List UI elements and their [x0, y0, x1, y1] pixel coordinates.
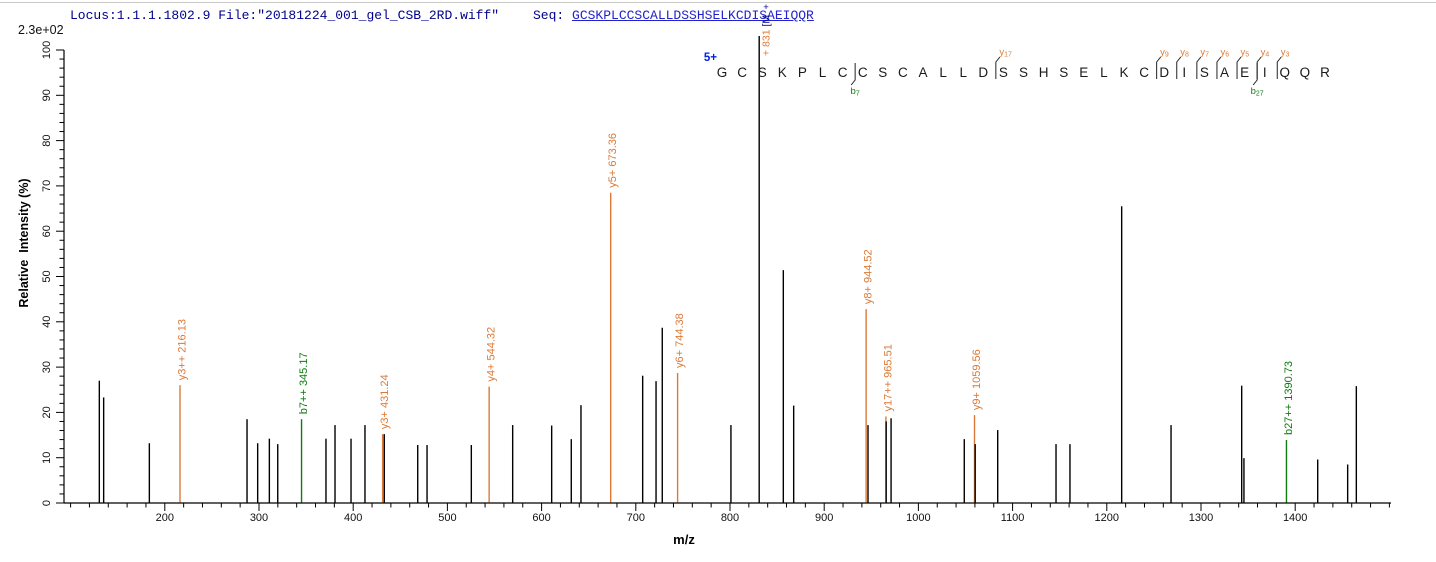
- y-tick-label: 90: [41, 89, 53, 101]
- y-tick-label: 0: [41, 500, 53, 506]
- peak-label: y6+ 744.38: [674, 313, 686, 368]
- residue: G: [717, 65, 728, 80]
- y-ion-marker: [1256, 56, 1262, 79]
- x-tick-label: 800: [721, 512, 739, 524]
- y-tick-label: 100: [41, 41, 53, 59]
- sequence-link[interactable]: GCSKPLCCSCALLDSSHSELKCDISAEIQQR: [572, 8, 814, 23]
- y-tick-label: 30: [41, 361, 53, 373]
- x-tick-label: 1200: [1095, 512, 1119, 524]
- fragment-label: y4: [1261, 47, 1270, 59]
- peak-label: y5+ 673.36: [607, 133, 619, 188]
- residue: S: [999, 65, 1008, 80]
- locus-file-label: Locus:1.1.1.1802.9 File:"20181224_001_ge…: [70, 8, 500, 23]
- peak-label: y17++ 965.51: [882, 344, 894, 411]
- residue: D: [978, 65, 988, 80]
- x-tick-label: 700: [627, 512, 645, 524]
- residue: L: [939, 65, 947, 80]
- precursor-label-top-plus: +: [763, 2, 769, 13]
- residue: K: [1119, 65, 1128, 80]
- peak-label: y3+ 431.24: [379, 374, 391, 429]
- peak-label: b7++ 345.17: [298, 352, 310, 414]
- residue: P: [798, 65, 807, 80]
- residue: L: [819, 65, 827, 80]
- residue: R: [1320, 65, 1330, 80]
- b-ion-marker: [850, 63, 856, 86]
- residue: S: [758, 65, 767, 80]
- residue: A: [918, 65, 927, 80]
- residue: C: [838, 65, 848, 80]
- y-tick-label: 70: [41, 180, 53, 192]
- x-tick-label: 500: [438, 512, 456, 524]
- y-tick-label: 80: [41, 134, 53, 146]
- peak-label: y3++ 216.13: [176, 319, 188, 380]
- b-ion-marker: [1252, 63, 1258, 86]
- fragment-label: y9: [1160, 47, 1169, 59]
- fragment-label: b7: [851, 86, 860, 98]
- residue: C: [1139, 65, 1149, 80]
- y-ion-marker: [1236, 56, 1242, 79]
- x-tick-label: 1400: [1283, 512, 1307, 524]
- residue: S: [1059, 65, 1068, 80]
- residue: Q: [1280, 65, 1291, 80]
- x-tick-label: 300: [250, 512, 268, 524]
- residue: S: [1200, 65, 1209, 80]
- residue: S: [878, 65, 887, 80]
- fragment-label: y7: [1200, 47, 1209, 59]
- y-ion-marker: [1156, 56, 1162, 79]
- precursor-peak-label: + 831 [M: [761, 15, 773, 56]
- y-tick-label: 20: [41, 406, 53, 418]
- residue: H: [1039, 65, 1049, 80]
- residue: L: [959, 65, 967, 80]
- fragment-label: y17: [999, 47, 1012, 59]
- residue: C: [737, 65, 747, 80]
- x-tick-label: 400: [344, 512, 362, 524]
- peak-label: y8+ 944.52: [863, 249, 875, 304]
- residue: K: [778, 65, 787, 80]
- y-ion-marker: [1196, 56, 1202, 79]
- residue: E: [1079, 65, 1088, 80]
- x-axis-title: m/z: [673, 532, 695, 547]
- residue: S: [1019, 65, 1028, 80]
- y-tick-label: 40: [41, 316, 53, 328]
- seq-label: Seq:: [533, 8, 573, 23]
- sequence-header: Seq: GCSKPLCCSCALLDSSHSELKCDISAEIQQR: [533, 8, 814, 23]
- residue: I: [1263, 65, 1267, 80]
- y-ion-marker: [995, 56, 1001, 79]
- y-tick-label: 50: [41, 270, 53, 282]
- x-tick-label: 200: [156, 512, 174, 524]
- peak-label: b27++ 1390.73: [1283, 361, 1295, 435]
- intensity-scale-label: 2.3e+02: [18, 23, 64, 37]
- x-tick-label: 1100: [1001, 512, 1025, 524]
- residue: L: [1100, 65, 1108, 80]
- residue: A: [1220, 65, 1229, 80]
- x-tick-label: 1300: [1189, 512, 1213, 524]
- fragment-label: b27: [1251, 86, 1264, 98]
- residue: E: [1240, 65, 1249, 80]
- fragment-label: y3: [1281, 47, 1290, 59]
- x-tick-label: 900: [815, 512, 833, 524]
- residue: C: [858, 65, 868, 80]
- x-tick-label: 1000: [906, 512, 930, 524]
- y-ion-marker: [1176, 56, 1182, 79]
- precursor-charge-label: 5+: [704, 52, 717, 64]
- peak-label: y9+ 1059.56: [971, 349, 983, 410]
- residue: I: [1182, 65, 1186, 80]
- y-tick-label: 10: [41, 452, 53, 464]
- window-top-edge: [0, 2, 1436, 3]
- residue: Q: [1300, 65, 1311, 80]
- residue: C: [898, 65, 908, 80]
- fragment-label: y8: [1180, 47, 1189, 59]
- residue: D: [1159, 65, 1169, 80]
- y-ion-marker: [1216, 56, 1222, 79]
- y-ion-marker: [1276, 56, 1282, 79]
- y-tick-label: 60: [41, 225, 53, 237]
- peak-label: y4+ 544.32: [486, 327, 498, 382]
- fragment-label: y5: [1241, 47, 1250, 59]
- x-tick-label: 600: [532, 512, 550, 524]
- fragment-label: y6: [1220, 47, 1229, 59]
